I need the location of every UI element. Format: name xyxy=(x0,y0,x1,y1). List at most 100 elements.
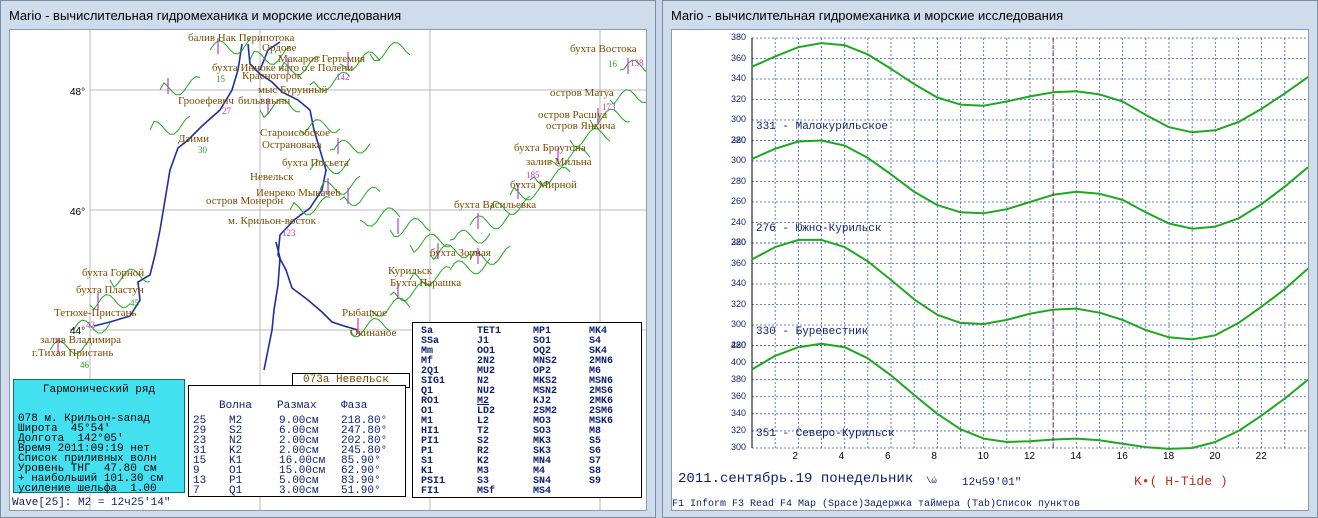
constituent-item[interactable]: K2 xyxy=(477,456,490,467)
constituent-item[interactable]: T2 xyxy=(477,426,490,437)
place-label[interactable]: Дэими xyxy=(178,133,209,145)
wave-name[interactable]: K2 xyxy=(229,445,243,457)
constituent-item[interactable]: S1 xyxy=(421,456,434,467)
wave-amplitude[interactable]: 2.00см xyxy=(279,445,319,457)
constituent-item[interactable]: S4 xyxy=(589,336,602,347)
place-label[interactable]: бильвнынн xyxy=(238,95,291,107)
wave-amplitude[interactable]: 6.00см xyxy=(279,425,319,437)
place-label[interactable]: бухта Васильевка xyxy=(454,199,537,211)
wave-amplitude[interactable]: 2.00см xyxy=(279,435,319,447)
constituent-item[interactable]: SO1 xyxy=(533,336,552,347)
wave-phase[interactable]: 247.80° xyxy=(341,425,388,437)
place-label[interactable]: Староисобское xyxy=(260,127,331,139)
place-label[interactable]: бухта Востока xyxy=(570,43,637,55)
constituent-item[interactable]: N2 xyxy=(477,376,490,387)
place-label[interactable]: бухта Инноке нато о.е Полени xyxy=(212,62,354,74)
wave-index[interactable]: 15 xyxy=(193,455,207,467)
place-label[interactable]: залив Мильна xyxy=(526,156,592,168)
place-label[interactable]: остров Янкича xyxy=(546,120,616,132)
constituent-item[interactable]: S3 xyxy=(477,476,490,487)
place-label[interactable]: остров Монерон xyxy=(206,195,284,207)
constituent-item[interactable]: K1 xyxy=(421,466,434,477)
constituent-item[interactable]: Mf xyxy=(421,356,434,367)
wave-index[interactable]: 23 xyxy=(193,435,207,447)
place-label[interactable]: Тетюхе-Пристань xyxy=(54,307,137,319)
constituent-item[interactable]: OO1 xyxy=(477,346,496,357)
wave-amplitude[interactable]: 5.00см xyxy=(279,475,319,487)
constituent-item[interactable]: 2MS6 xyxy=(589,386,614,397)
constituent-item[interactable]: RO1 xyxy=(421,396,440,407)
constituent-item[interactable]: Sa xyxy=(421,326,434,337)
tide-window-titlebar[interactable]: Mario - вычислительная гидромеханика и м… xyxy=(663,1,1317,29)
constituent-item[interactable]: SK3 xyxy=(533,446,552,457)
place-label[interactable]: Острановака xyxy=(262,139,322,151)
constituent-item[interactable]: O1 xyxy=(421,406,434,417)
constituent-item[interactable]: 2MK6 xyxy=(589,396,614,407)
constituent-item[interactable]: MKS2 xyxy=(533,376,558,387)
constituent-item[interactable]: MO3 xyxy=(533,416,552,427)
series-label[interactable]: 331 - Малокурильское xyxy=(756,120,889,133)
constituent-item[interactable]: SK4 xyxy=(589,346,608,357)
constituent-item[interactable]: NU2 xyxy=(477,386,496,397)
wave-phase[interactable]: 85.90° xyxy=(341,455,381,467)
place-label[interactable]: г.Тихая Пристань xyxy=(32,347,114,359)
place-label[interactable]: Бухта Парашка xyxy=(390,277,462,289)
constituent-item[interactable]: SSa xyxy=(421,336,440,347)
map-canvas[interactable] xyxy=(10,30,646,510)
constituent-item[interactable]: SN4 xyxy=(533,476,552,487)
constituent-item[interactable]: 2N2 xyxy=(477,356,496,367)
constituent-grid[interactable]: Sa SSa Mm Mf 2Q1 SIG1 Q1 RO1 O1 M1 HI1 PI1 P1 S1 K1 PSI… xyxy=(412,322,642,498)
place-label[interactable]: Невельск xyxy=(250,171,294,183)
constituent-item[interactable]: R2 xyxy=(477,446,490,457)
place-label[interactable]: бухта Зорная xyxy=(430,247,491,259)
constituent-item[interactable]: 2SM6 xyxy=(589,406,614,417)
place-label[interactable]: Курильск xyxy=(388,265,433,277)
wave-name[interactable]: S2 xyxy=(229,425,243,437)
wave-index[interactable]: 7 xyxy=(193,485,200,497)
wave-name[interactable]: Q1 xyxy=(229,485,243,497)
map-client[interactable]: 48° 46° 44° бaлив Нак Перипотока бухта В… xyxy=(9,29,647,511)
constituent-item[interactable]: LD2 xyxy=(477,406,496,417)
constituent-item[interactable]: HI1 xyxy=(421,426,440,437)
wave-index[interactable]: 9 xyxy=(193,465,200,477)
place-label[interactable]: м. Крильон-восток xyxy=(228,215,317,227)
wave-phase[interactable]: 51.90° xyxy=(341,485,381,497)
constituent-item[interactable]: MSN2 xyxy=(533,386,558,397)
constituent-item[interactable]: Mm xyxy=(421,346,434,357)
constituent-item[interactable]: M6 xyxy=(589,366,602,377)
wave-name[interactable]: O1 xyxy=(229,465,243,477)
wave-index[interactable]: 25 xyxy=(193,415,207,427)
constituent-item[interactable]: 2MN6 xyxy=(589,356,614,367)
constituent-item[interactable]: PI1 xyxy=(421,436,440,447)
constituent-item[interactable]: S2 xyxy=(477,436,490,447)
constituent-item[interactable]: MN4 xyxy=(533,456,552,467)
selected-station[interactable]: 073а Невельск xyxy=(292,373,410,388)
place-label[interactable]: мыс Бурунный xyxy=(258,84,328,96)
place-label[interactable]: бухта Броутона xyxy=(514,142,586,154)
place-label[interactable]: бaлив Нак Перипотока xyxy=(188,32,295,44)
constituent-item[interactable]: M8 xyxy=(589,426,602,437)
place-label[interactable]: Красногорок xyxy=(242,70,303,82)
constituent-item[interactable]: P1 xyxy=(421,446,434,457)
constituent-item[interactable]: MSN6 xyxy=(589,376,614,387)
constituent-item[interactable]: MP1 xyxy=(533,326,552,337)
wave-name[interactable]: P1 xyxy=(229,475,243,487)
place-label[interactable]: Окинаное xyxy=(350,327,397,339)
tide-chart[interactable] xyxy=(672,30,1308,510)
constituent-item[interactable]: S9 xyxy=(589,476,602,487)
constituent-item[interactable]: S7 xyxy=(589,456,602,467)
constituent-item[interactable]: MK3 xyxy=(533,436,552,447)
constituent-item[interactable]: MNS2 xyxy=(533,356,558,367)
place-label[interactable]: Иенреко Мыкачеb xyxy=(256,187,341,199)
constituent-item[interactable]: 2SM2 xyxy=(533,406,558,417)
constituent-item[interactable]: S8 xyxy=(589,466,602,477)
constituent-item[interactable]: KJ2 xyxy=(533,396,552,407)
wave-name[interactable]: K1 xyxy=(229,455,243,467)
constituent-item[interactable]: S6 xyxy=(589,446,602,457)
constituent-item[interactable]: Q1 xyxy=(421,386,434,397)
wave-amplitude[interactable]: 3.00см xyxy=(279,485,319,497)
map-window-titlebar[interactable]: Mario - вычислительная гидромеханика и м… xyxy=(1,1,655,29)
constituent-item[interactable]: MS4 xyxy=(533,486,552,497)
place-label[interactable]: бухта Посьета xyxy=(282,157,349,169)
constituent-item[interactable]: SIG1 xyxy=(421,376,446,387)
